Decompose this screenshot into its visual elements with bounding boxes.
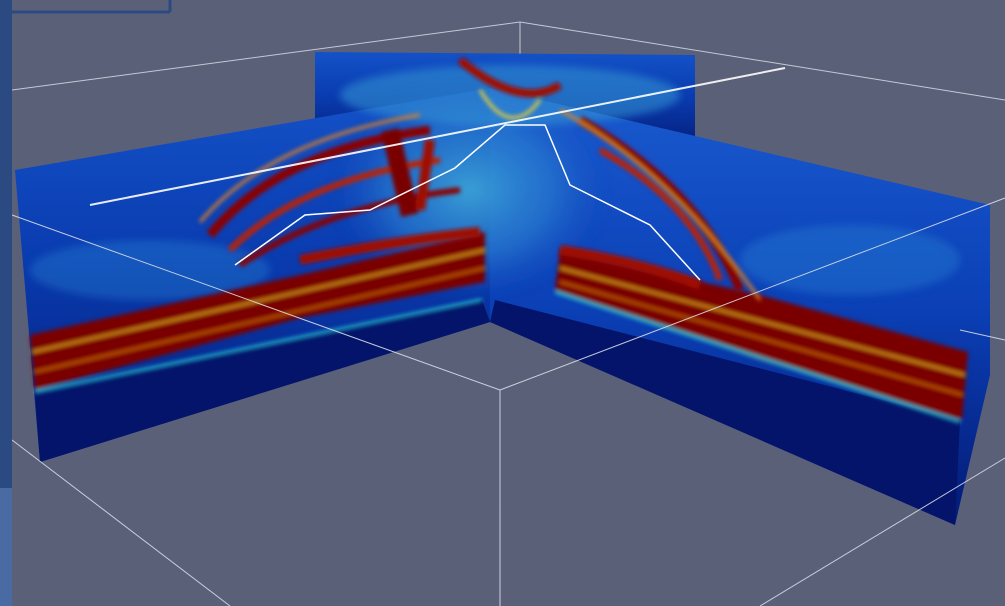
right-deep-layer [490, 300, 960, 525]
left-frame-highlight [0, 488, 12, 606]
left-deep-layer [35, 300, 490, 462]
bounding-box-front [11, 67, 1005, 606]
left-frame [0, 0, 12, 606]
horizon-outline [234, 124, 701, 281]
dome-arches [198, 56, 762, 301]
reflector-bands [30, 232, 968, 424]
